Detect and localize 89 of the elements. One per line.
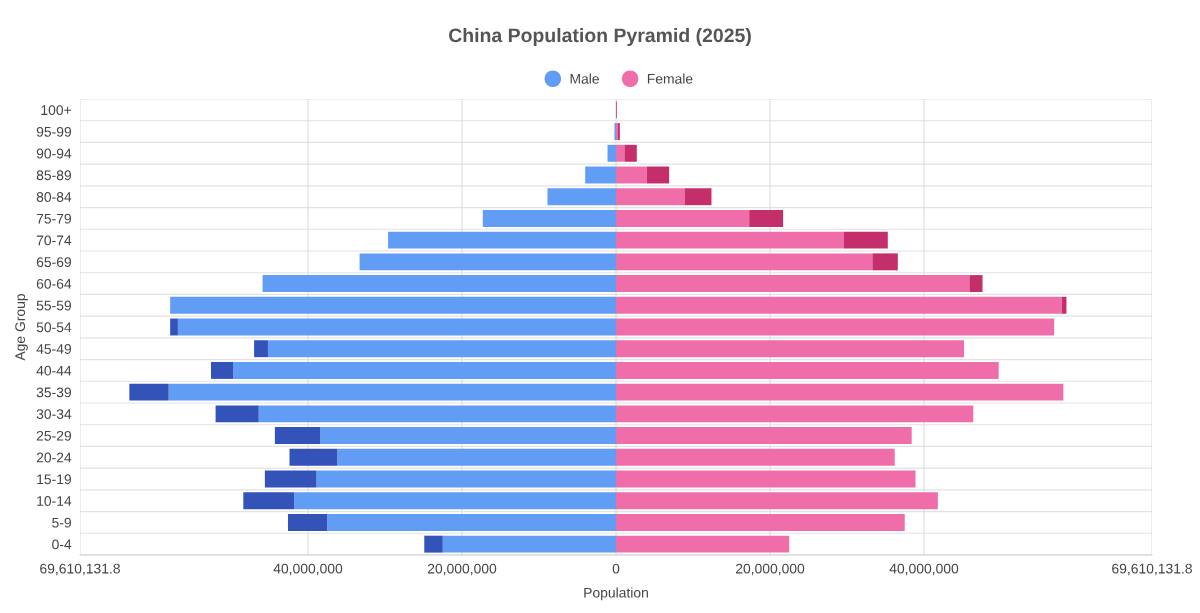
- bar: [646, 166, 670, 184]
- bar: [616, 318, 1055, 336]
- x-tick-label: 20,000,000: [427, 563, 497, 576]
- y-tick-label: 30-34: [36, 409, 72, 420]
- bar: [872, 253, 898, 271]
- bar: [616, 535, 790, 553]
- bar: [168, 383, 616, 401]
- y-tick-label: 65-69: [36, 257, 72, 268]
- bar: [170, 318, 178, 336]
- y-tick-label: 85-89: [36, 170, 72, 181]
- x-tick-label: 40,000,000: [273, 563, 343, 576]
- y-tick-label: 45-49: [36, 344, 72, 354]
- bar: [969, 275, 983, 293]
- bar: [177, 318, 616, 336]
- bar: [616, 144, 625, 162]
- bar: [287, 513, 328, 531]
- bar: [267, 340, 616, 358]
- x-tick-label: 40,000,000: [889, 563, 959, 576]
- bar: [616, 275, 970, 293]
- bar: [684, 188, 712, 206]
- bar: [442, 535, 616, 553]
- bar: [616, 383, 1064, 401]
- bar: [424, 535, 443, 553]
- bar: [616, 296, 1062, 314]
- y-tick-label: 75-79: [36, 213, 72, 224]
- bar: [210, 361, 234, 379]
- bar: [843, 231, 888, 249]
- x-tick-label: 20,000,000: [735, 563, 805, 576]
- bar: [274, 427, 321, 445]
- bar: [624, 144, 637, 162]
- bar: [616, 340, 965, 358]
- bar: [233, 361, 616, 379]
- bar: [616, 513, 905, 531]
- y-tick-label: 5-9: [52, 517, 72, 528]
- y-tick-label: 60-64: [36, 278, 72, 289]
- bar: [294, 492, 616, 510]
- y-tick-label: 40-44: [36, 365, 72, 376]
- bar: [616, 448, 895, 466]
- legend-label: Male: [570, 73, 599, 84]
- bar: [616, 188, 685, 206]
- bar: [316, 470, 616, 488]
- y-tick-label: 50-54: [36, 322, 72, 333]
- legend-label: Female: [647, 73, 693, 84]
- y-tick-label: 35-39: [36, 387, 72, 398]
- bar: [337, 448, 616, 466]
- bar: [616, 361, 999, 379]
- bar: [616, 231, 844, 249]
- bar: [388, 231, 616, 249]
- y-tick-label: 80-84: [36, 192, 72, 202]
- x-tick-label: 69,610,131.8: [40, 563, 120, 576]
- chart-title: China Population Pyramid (2025): [449, 27, 751, 47]
- bar: [607, 144, 616, 162]
- bar: [262, 275, 616, 293]
- bar: [215, 405, 259, 423]
- y-tick-label: 55-59: [36, 300, 72, 311]
- bar: [320, 427, 616, 445]
- bar: [289, 448, 338, 466]
- y-tick-label: 95-99: [36, 126, 72, 137]
- bar: [482, 209, 616, 227]
- y-tick-label: 15-19: [37, 474, 72, 485]
- bar: [616, 405, 974, 423]
- bar: [129, 383, 169, 401]
- y-tick-label: 25-29: [36, 430, 72, 441]
- bar: [170, 296, 616, 314]
- bar: [616, 209, 750, 227]
- x-axis-title: Population: [584, 587, 648, 601]
- bar: [359, 253, 616, 271]
- y-tick-label: 70-74: [36, 235, 72, 246]
- bar: [616, 253, 873, 271]
- y-tick-label: 0-4: [52, 539, 72, 550]
- y-axis-title: Age Group: [15, 293, 28, 361]
- bar: [243, 492, 295, 510]
- bar: [254, 340, 268, 358]
- bar: [616, 166, 647, 184]
- bar: [616, 470, 916, 488]
- y-tick-label: 10-14: [37, 496, 72, 506]
- bar: [258, 405, 616, 423]
- y-tick-label: 20-24: [36, 452, 72, 463]
- bar: [616, 427, 912, 445]
- bar: [547, 188, 616, 206]
- bar: [749, 209, 784, 227]
- y-tick-label: 90-94: [36, 148, 72, 159]
- bar: [585, 166, 616, 184]
- x-tick-label: 0: [612, 563, 620, 574]
- bar: [327, 513, 616, 531]
- bar: [616, 492, 938, 510]
- bar: [264, 470, 317, 488]
- x-tick-label: 69,610,131.8: [1112, 563, 1192, 576]
- y-tick-label: 100+: [41, 105, 71, 116]
